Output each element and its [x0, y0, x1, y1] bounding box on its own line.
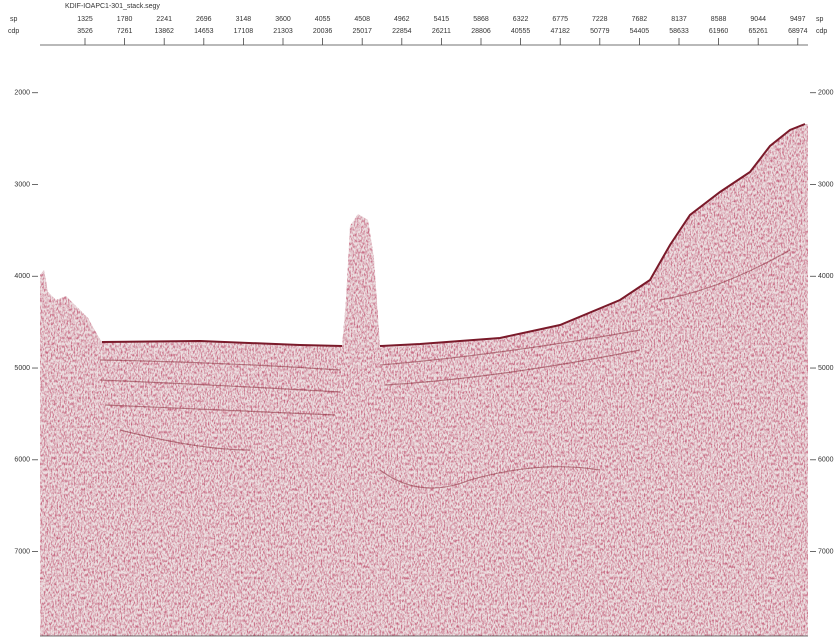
cdp-label: 50779 [590, 28, 610, 35]
cdp-label: 40555 [511, 28, 531, 35]
sp-label: 7228 [592, 16, 608, 23]
row-label: cdp [8, 28, 19, 35]
cdp-label: 22854 [392, 28, 412, 35]
sp-label: 1780 [117, 16, 133, 23]
sp-label: 3600 [275, 16, 291, 23]
row-label: cdp [816, 28, 827, 35]
cdp-label: 14653 [194, 28, 214, 35]
sp-label: 4508 [354, 16, 370, 23]
sp-label: 5415 [434, 16, 450, 23]
seismic-data [40, 100, 808, 640]
y-tick-label: 4000 [14, 273, 30, 280]
cdp-label: 3526 [77, 28, 93, 35]
cdp-label: 25017 [352, 28, 372, 35]
sp-label: 4055 [315, 16, 331, 23]
row-label: sp [10, 16, 18, 23]
cdp-label: 28806 [471, 28, 491, 35]
y-tick-label: 3000 [14, 181, 30, 188]
sp-label: 6775 [552, 16, 568, 23]
sp-label: 9044 [750, 16, 766, 23]
y-tick-label-right: 2000 [818, 90, 834, 97]
y-tick-label: 6000 [14, 457, 30, 464]
y-tick-label: 7000 [14, 548, 30, 555]
sp-label: 8137 [671, 16, 687, 23]
cdp-label: 7261 [117, 28, 133, 35]
sp-label: 4962 [394, 16, 410, 23]
sp-label: 9497 [790, 16, 806, 23]
cdp-label: 61960 [709, 28, 729, 35]
y-tick-label: 2000 [14, 90, 30, 97]
column-labels: 1325 3526 1780 7261 2241 13862 2696 14653 3148 17… [77, 16, 807, 45]
sp-label: 2696 [196, 16, 212, 23]
sp-label: 6322 [513, 16, 529, 23]
sp-label: 1325 [77, 16, 93, 23]
y-tick-label-right: 3000 [818, 181, 834, 188]
cdp-label: 26211 [432, 28, 451, 35]
sp-label: 8588 [711, 16, 727, 23]
cdp-label: 47182 [550, 28, 570, 35]
cdp-label: 20036 [313, 28, 333, 35]
sp-label: 3148 [236, 16, 252, 23]
cdp-label: 58633 [669, 28, 689, 35]
section-title: KDIF-IOAPC1-301_stack.segy [65, 3, 160, 10]
sp-label: 5868 [473, 16, 489, 23]
y-tick-label: 5000 [14, 365, 30, 372]
cdp-label: 17108 [234, 28, 254, 35]
y-tick-label-right: 6000 [818, 457, 834, 464]
seismic-section: KDIF-IOAPC1-301_stack.segy sp cdp sp cdp… [0, 0, 839, 642]
row-label: sp [816, 16, 824, 23]
cdp-label: 65261 [748, 28, 768, 35]
cdp-label: 68974 [788, 28, 808, 35]
sp-label: 2241 [156, 16, 172, 23]
cdp-label: 54405 [630, 28, 650, 35]
cdp-label: 13862 [154, 28, 174, 35]
y-tick-label-right: 5000 [818, 365, 834, 372]
cdp-label: 21303 [273, 28, 293, 35]
y-tick-label-right: 7000 [818, 548, 834, 555]
y-tick-label-right: 4000 [818, 273, 834, 280]
sp-label: 7682 [632, 16, 648, 23]
